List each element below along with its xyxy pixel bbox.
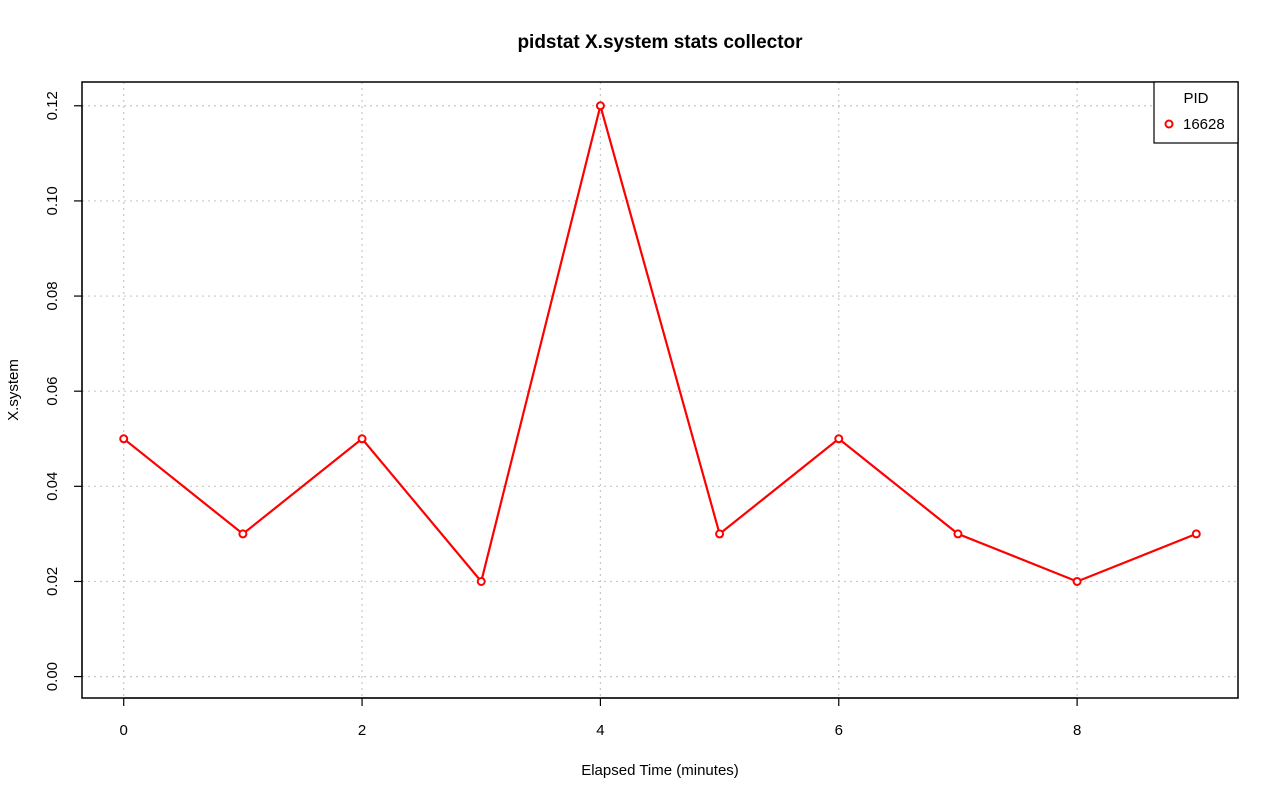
legend-marker: [1164, 119, 1174, 129]
series-line-16628: [123, 101, 1197, 584]
x-tick-label: 4: [596, 722, 604, 739]
data-point: [238, 529, 248, 539]
chart-title: pidstat X.system stats collector: [517, 32, 803, 53]
legend: PID 16628: [1153, 81, 1239, 144]
data-point: [834, 434, 844, 444]
x-tick-label: 2: [358, 722, 366, 739]
data-point: [953, 529, 963, 539]
y-tick-label: 0.04: [44, 472, 61, 501]
y-tick-label: 0.10: [44, 186, 61, 215]
y-axis-label: X.system: [5, 359, 22, 421]
grid: [82, 82, 1238, 698]
x-axis-label: Elapsed Time (minutes): [581, 762, 739, 779]
x-tick-label: 8: [1073, 722, 1081, 739]
data-point: [715, 529, 725, 539]
legend-box: [1153, 81, 1239, 144]
legend-title: PID: [1183, 90, 1208, 107]
data-point: [357, 434, 367, 444]
y-tick-label: 0.12: [44, 91, 61, 120]
y-tick-label: 0.06: [44, 377, 61, 406]
data-point: [476, 576, 486, 586]
y-tick-label: 0.00: [44, 662, 61, 691]
x-axis: 0 2 4 6 8: [120, 697, 1081, 739]
data-point: [119, 434, 129, 444]
data-point: [1072, 576, 1082, 586]
data-point: [1191, 529, 1201, 539]
y-tick-label: 0.08: [44, 281, 61, 310]
y-axis: 0.00 0.02 0.04 0.06 0.08 0.10 0.12: [44, 91, 83, 691]
plot-frame: [81, 81, 1239, 699]
x-tick-label: 0: [120, 722, 128, 739]
y-tick-label: 0.02: [44, 567, 61, 596]
x-tick-label: 6: [835, 722, 843, 739]
series-layer: [119, 101, 1201, 586]
legend-entry-16628: 16628: [1183, 116, 1225, 133]
data-point: [595, 101, 605, 111]
